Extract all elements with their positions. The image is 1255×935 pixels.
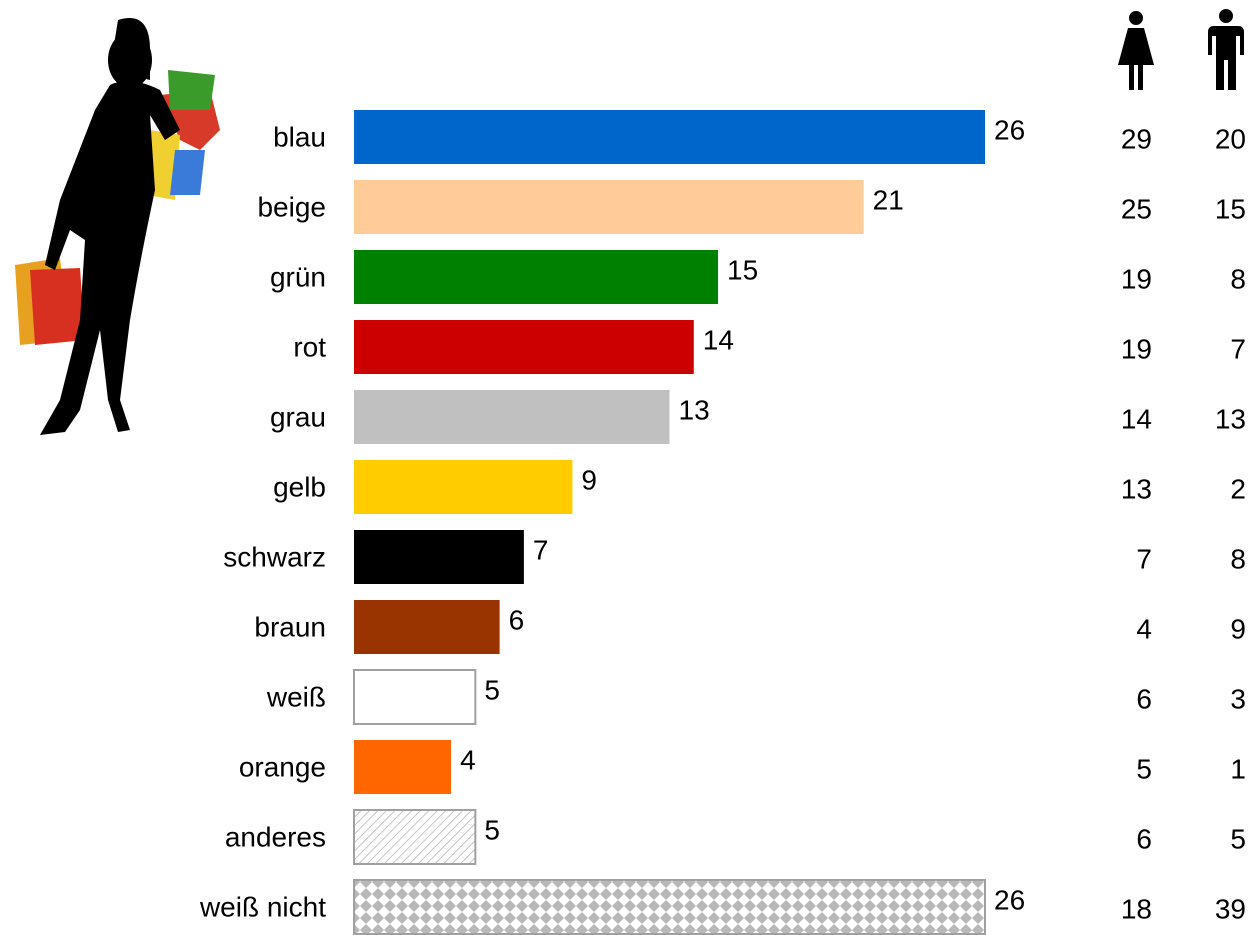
- column-value: 19: [1121, 263, 1152, 294]
- bar: [354, 880, 985, 934]
- value-label: 5: [484, 814, 500, 845]
- bar: [354, 740, 451, 794]
- value-label: 15: [727, 254, 758, 285]
- column-value: 25: [1121, 193, 1152, 224]
- value-label: 6: [509, 604, 525, 635]
- column-value: 1: [1230, 753, 1246, 784]
- column-value: 13: [1215, 403, 1246, 434]
- column-value: 9: [1230, 613, 1246, 644]
- column-value: 8: [1230, 543, 1246, 574]
- bar: [354, 250, 718, 304]
- male-icon: [1208, 9, 1244, 90]
- category-label: grün: [270, 261, 326, 292]
- column-value: 29: [1121, 123, 1152, 154]
- column-value: 4: [1136, 613, 1152, 644]
- column-value: 6: [1136, 683, 1152, 714]
- bar: [354, 530, 524, 584]
- category-label: grau: [270, 401, 326, 432]
- category-label: orange: [239, 751, 326, 782]
- value-label: 14: [703, 324, 734, 355]
- column-value: 18: [1121, 893, 1152, 924]
- value-label: 26: [994, 114, 1025, 145]
- value-label: 7: [533, 534, 549, 565]
- column-value: 6: [1136, 823, 1152, 854]
- bar: [354, 390, 670, 444]
- column-value: 7: [1136, 543, 1152, 574]
- column-value: 7: [1230, 333, 1246, 364]
- value-label: 21: [873, 184, 904, 215]
- column-value: 3: [1230, 683, 1246, 714]
- value-label: 26: [994, 884, 1025, 915]
- category-label: blau: [273, 121, 326, 152]
- column-value: 39: [1215, 893, 1246, 924]
- chart: blau262920beige212515grün15198rot14197gr…: [0, 0, 1255, 935]
- column-value: 15: [1215, 193, 1246, 224]
- value-label: 4: [460, 744, 476, 775]
- column-value: 2: [1230, 473, 1246, 504]
- bar: [354, 110, 985, 164]
- category-label: anderes: [225, 821, 326, 852]
- category-label: weiß: [266, 681, 326, 712]
- value-label: 5: [484, 674, 500, 705]
- category-label: weiß nicht: [199, 891, 326, 922]
- category-label: beige: [257, 191, 326, 222]
- column-value: 5: [1136, 753, 1152, 784]
- column-value: 20: [1215, 123, 1246, 154]
- column-value: 8: [1230, 263, 1246, 294]
- column-value: 13: [1121, 473, 1152, 504]
- bar: [354, 600, 500, 654]
- column-value: 14: [1121, 403, 1152, 434]
- bar: [354, 320, 694, 374]
- category-label: braun: [254, 611, 326, 642]
- column-value: 5: [1230, 823, 1246, 854]
- value-label: 13: [679, 394, 710, 425]
- bar: [354, 180, 864, 234]
- bar: [354, 460, 572, 514]
- category-label: gelb: [273, 471, 326, 502]
- female-icon: [1118, 11, 1154, 90]
- bar: [354, 670, 475, 724]
- category-label: schwarz: [223, 541, 326, 572]
- value-label: 9: [581, 464, 597, 495]
- bar: [354, 810, 475, 864]
- shopper-illustration: [15, 18, 220, 435]
- category-label: rot: [293, 331, 326, 362]
- column-value: 19: [1121, 333, 1152, 364]
